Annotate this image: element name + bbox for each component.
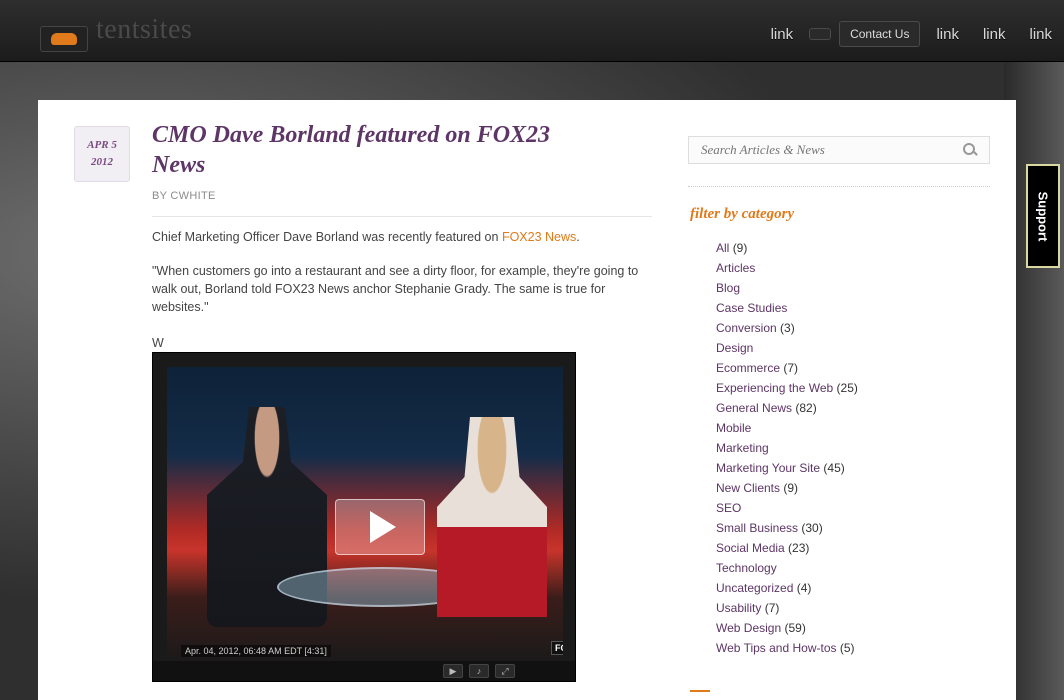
support-tab-label: Support (1035, 191, 1051, 241)
list-item: SEO (716, 498, 986, 518)
category-list: All (9) Articles Blog Case Studies Conve… (716, 238, 986, 658)
logo-button[interactable] (40, 26, 88, 52)
list-item: All (9) (716, 238, 986, 258)
category-link[interactable]: Conversion (716, 321, 777, 335)
top-bar: tentsites link Contact Us link link link (0, 0, 1064, 62)
video-player[interactable]: Apr. 04, 2012, 06:48 AM EDT [4:31] FOX ▶… (152, 352, 576, 682)
list-item: Uncategorized (4) (716, 578, 986, 598)
list-item: Experiencing the Web (25) (716, 378, 986, 398)
post-byline: BY CWHITE (152, 190, 216, 202)
play-button[interactable] (335, 499, 425, 555)
sidebar-divider (688, 186, 990, 187)
search-icon[interactable] (963, 143, 977, 157)
list-item: Ecommerce (7) (716, 358, 986, 378)
category-count: (9) (732, 241, 748, 255)
main-nav: link Contact Us link link link (759, 18, 1064, 50)
list-item: Conversion (3) (716, 318, 986, 338)
category-count: (5) (839, 641, 855, 655)
car-logo-icon (51, 33, 77, 45)
category-link[interactable]: Technology (716, 561, 777, 575)
category-link[interactable]: Web Tips and How-tos (716, 641, 837, 655)
category-count: (82) (795, 401, 817, 415)
category-count: (9) (783, 481, 799, 495)
list-item: Social Media (23) (716, 538, 986, 558)
category-link[interactable]: Small Business (716, 521, 799, 535)
nav-link-4[interactable]: link (1029, 25, 1052, 43)
category-count: (4) (796, 581, 812, 595)
category-link[interactable]: Experiencing the Web (716, 381, 834, 395)
play-control-button[interactable]: ▶ (443, 664, 463, 678)
fox23-link[interactable]: FOX23 News (501, 230, 577, 244)
nav-link-3[interactable]: link (982, 25, 1006, 43)
category-link[interactable]: New Clients (716, 481, 781, 495)
list-item: Marketing (716, 438, 986, 458)
search-field[interactable] (688, 136, 990, 164)
nav-link-1[interactable]: link (770, 25, 794, 43)
sidebar-accent (690, 690, 710, 692)
post-lead: Chief Marketing Officer Dave Borland was… (152, 228, 652, 246)
video-timestamp: Apr. 04, 2012, 06:48 AM EDT [4:31] (181, 645, 331, 657)
category-link[interactable]: Blog (716, 281, 741, 295)
fullscreen-control-button[interactable]: ⤢ (495, 664, 515, 678)
date-badge[interactable]: APR 5 2012 (74, 126, 130, 182)
category-count: (25) (836, 381, 858, 395)
category-link[interactable]: Usability (716, 601, 762, 615)
category-count: (45) (823, 461, 845, 475)
search-input[interactable] (701, 142, 941, 158)
category-link[interactable]: Case Studies (716, 301, 788, 315)
category-link[interactable]: All (716, 241, 730, 255)
list-item: Web Design (59) (716, 618, 986, 638)
category-link[interactable]: Design (716, 341, 754, 355)
category-link[interactable]: SEO (716, 501, 742, 515)
category-heading: filter by category (690, 206, 795, 222)
play-icon (370, 511, 396, 543)
category-count: (23) (788, 541, 810, 555)
list-item: Articles (716, 258, 986, 278)
date-month-day: APR 5 (87, 139, 117, 151)
category-link[interactable]: Ecommerce (716, 361, 781, 375)
category-link[interactable]: Mobile (716, 421, 752, 435)
list-item: General News (82) (716, 398, 986, 418)
support-tab[interactable]: Support (1026, 164, 1060, 268)
category-count: (7) (764, 601, 780, 615)
nav-button-1[interactable] (809, 28, 832, 40)
nav-link-2[interactable]: link (936, 25, 959, 43)
category-link[interactable]: General News (716, 401, 793, 415)
divider (152, 216, 652, 217)
category-link[interactable]: Marketing Your Site (716, 461, 821, 475)
category-link[interactable]: Marketing (716, 441, 769, 455)
contact-button[interactable]: Contact Us (839, 21, 921, 47)
site-logo-text: tentsites (96, 14, 193, 45)
date-year: 2012 (91, 156, 113, 168)
category-count: (59) (784, 621, 806, 635)
volume-control-button[interactable]: ♪ (469, 664, 489, 678)
lead-end: . (576, 230, 580, 244)
list-item: Web Tips and How-tos (5) (716, 638, 986, 658)
list-item: Marketing Your Site (45) (716, 458, 986, 478)
category-link[interactable]: Social Media (716, 541, 785, 555)
list-item: Case Studies (716, 298, 986, 318)
list-item: Mobile (716, 418, 986, 438)
category-link[interactable]: Articles (716, 261, 756, 275)
list-item: Design (716, 338, 986, 358)
post-text-fragment: W (152, 336, 164, 350)
video-controls: ▶ ♪ ⤢ (153, 661, 575, 681)
category-count: (3) (780, 321, 795, 335)
video-thumbnail: Apr. 04, 2012, 06:48 AM EDT [4:31] FOX (167, 367, 563, 663)
list-item: Small Business (30) (716, 518, 986, 538)
category-link[interactable]: Web Design (716, 621, 782, 635)
lead-text: Chief Marketing Officer Dave Borland was… (152, 230, 502, 244)
post-title: CMO Dave Borland featured on FOX23 News (152, 122, 551, 178)
video-figure-woman (437, 417, 547, 617)
category-count: (30) (801, 521, 823, 535)
category-count: (7) (783, 361, 799, 375)
list-item: Blog (716, 278, 986, 298)
list-item: Technology (716, 558, 986, 578)
network-tag[interactable]: FOX (551, 641, 563, 655)
list-item: New Clients (9) (716, 478, 986, 498)
category-link[interactable]: Uncategorized (716, 581, 794, 595)
post-quote: "When customers go into a restaurant and… (152, 264, 639, 314)
list-item: Usability (7) (716, 598, 986, 618)
